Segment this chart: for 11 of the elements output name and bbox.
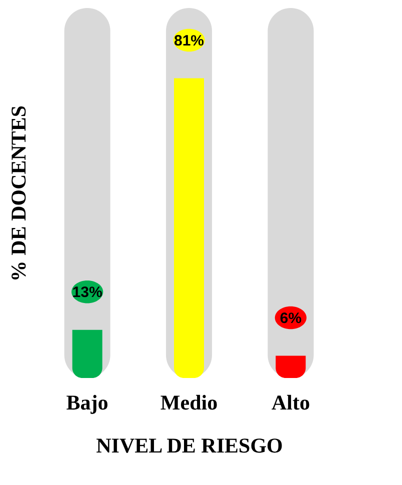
bar <box>72 330 102 378</box>
data-label: 13% <box>72 284 102 301</box>
x-tick-label: Alto <box>271 390 310 414</box>
data-label: 6% <box>280 310 302 327</box>
x-tick-label: Bajo <box>66 390 108 414</box>
data-label: 81% <box>174 32 204 50</box>
bar <box>276 356 306 378</box>
bar <box>174 78 204 378</box>
y-axis-title: % DE DOCENTES <box>6 105 30 282</box>
x-axis-title: NIVEL DE RIESGO <box>96 434 283 458</box>
x-tick-label: Medio <box>160 390 218 414</box>
